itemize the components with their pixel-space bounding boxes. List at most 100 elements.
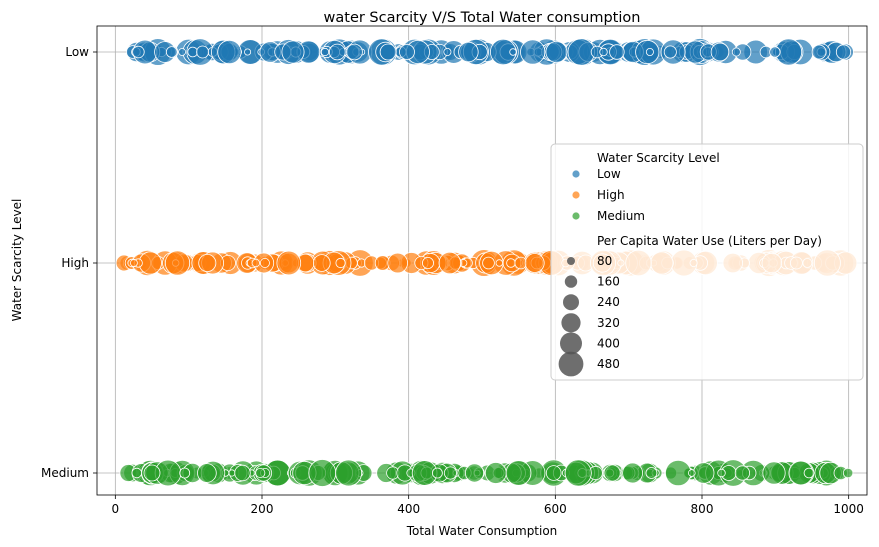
scatter-point: [464, 463, 484, 483]
legend-size-label: 80: [597, 254, 612, 268]
legend-size-label: 480: [597, 357, 620, 371]
legend-size-marker: [563, 294, 579, 311]
scatter-point: [811, 44, 827, 60]
scatter-point: [276, 250, 302, 276]
scatter-point: [545, 465, 562, 481]
scatter-point: [687, 469, 696, 477]
scatter-point: [710, 42, 730, 62]
scatter-point: [495, 259, 503, 267]
scatter-point: [178, 48, 187, 56]
scatter-point: [421, 256, 434, 269]
scatter-point: [281, 40, 305, 64]
scatter-point: [693, 462, 715, 484]
scatter-point: [387, 252, 409, 274]
scatter-point: [132, 45, 145, 59]
legend-size-title: Per Capita Water Use (Liters per Day): [597, 234, 822, 248]
scatter-point: [187, 46, 199, 58]
legend-size-label: 240: [597, 295, 620, 309]
scatter-point: [379, 43, 397, 61]
scatter-point: [179, 467, 191, 479]
legend-size-marker: [564, 275, 578, 288]
scatter-point: [196, 45, 210, 59]
scatter-points: [115, 38, 858, 487]
scatter-point: [509, 48, 517, 56]
scatter-point: [328, 43, 346, 61]
legend-size-label: 160: [597, 275, 620, 289]
scatter-point: [458, 41, 479, 63]
scatter-point: [131, 467, 143, 479]
scatter-point: [482, 256, 495, 270]
x-tick-label: 0: [112, 502, 120, 516]
legend-size-entries: 80 160 240 320 400 480: [558, 254, 620, 377]
scatter-point: [645, 467, 658, 479]
scatter-point: [717, 468, 726, 478]
scatter-point: [251, 258, 260, 268]
scatter-point: [663, 45, 677, 59]
scatter-point: [835, 44, 852, 60]
x-axis-ticks: 0 200 400 600 800 1000: [112, 495, 864, 516]
x-tick-label: 600: [544, 502, 567, 516]
scatter-point: [346, 43, 363, 61]
legend-hue-marker: [572, 170, 580, 178]
scatter-point: [769, 46, 781, 58]
legend-size-label: 320: [597, 316, 620, 330]
legend-hue-label: Low: [597, 167, 621, 181]
legend: Water Scarcity Level Per Capita Water Us…: [550, 143, 864, 381]
y-tick-label: Low: [65, 45, 89, 59]
scatter-point: [259, 257, 270, 268]
scatter-point: [622, 462, 643, 484]
scatter-point: [431, 467, 443, 479]
chart-title: water Scarcity V/S Total Water consumpti…: [324, 10, 641, 26]
scatter-point: [438, 251, 462, 275]
y-axis-label: Water Scarcity Level: [10, 199, 24, 322]
scatter-point: [164, 250, 191, 276]
scatter-point: [645, 48, 654, 57]
scatter-point: [484, 462, 507, 484]
scatter-point: [335, 257, 346, 269]
scatter-point: [564, 459, 592, 487]
scatter-point: [443, 466, 457, 480]
x-tick-label: 800: [691, 502, 714, 516]
scatter-point: [399, 44, 415, 60]
scatter-point: [520, 39, 546, 65]
scatter-point: [731, 47, 741, 57]
scatter-point: [129, 259, 138, 267]
scatter-point: [609, 44, 625, 60]
legend-hue-marker: [572, 212, 580, 220]
legend-hue-label: High: [597, 188, 625, 202]
y-tick-label: Medium: [41, 466, 89, 480]
legend-size-marker: [560, 332, 582, 355]
scatter-point: [143, 464, 161, 482]
y-tick-label: High: [61, 256, 89, 270]
scatter-point: [567, 38, 596, 66]
plot-frame: [96, 25, 868, 496]
legend-hue-label: Medium: [597, 209, 645, 223]
legend-hue-marker: [572, 191, 580, 199]
scatter-point: [312, 254, 331, 272]
scatter-point: [228, 469, 236, 477]
scatter-point: [335, 459, 363, 487]
scatter-point: [244, 48, 252, 56]
legend-hue-title: Water Scarcity Level: [597, 151, 720, 165]
scatter-point: [734, 465, 751, 481]
scatter-point: [198, 253, 217, 272]
scatter-point: [599, 47, 608, 57]
x-tick-label: 1000: [833, 502, 864, 516]
scatter-point: [803, 467, 815, 479]
legend-size-marker: [567, 257, 575, 265]
scatter-point: [842, 467, 854, 479]
x-tick-label: 200: [251, 502, 274, 516]
legend-size-marker: [558, 351, 584, 377]
legend-size-label: 400: [597, 336, 620, 350]
legend-hue-entries: Low High Medium: [572, 167, 645, 223]
scatter-point: [197, 463, 217, 483]
scatter-point: [308, 459, 337, 487]
scatter-point: [234, 464, 251, 482]
scatter-point: [665, 459, 692, 487]
legend-size-marker: [561, 313, 581, 333]
scatter-point: [217, 39, 242, 65]
scatter-point: [255, 467, 266, 478]
scatter-point: [505, 460, 532, 486]
scatter-point: [506, 258, 516, 268]
